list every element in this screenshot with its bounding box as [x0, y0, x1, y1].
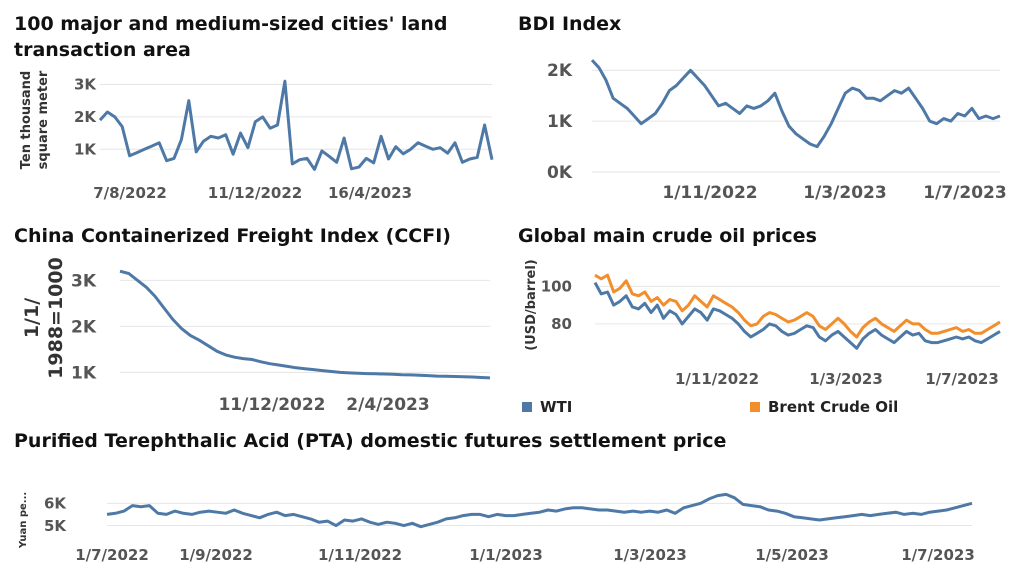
ccfi-y-tick-label: 1K [71, 363, 97, 383]
ccfi-y-axis-label: 1988=1000 [45, 257, 67, 379]
oil-legend-swatch [750, 402, 760, 412]
bdi-x-tick-label: 1/3/2023 [803, 183, 886, 203]
pta-x-tick-label: 1/11/2022 [318, 546, 402, 564]
bdi-x-tick-label: 1/11/2022 [662, 183, 757, 203]
oil-legend-swatch [522, 402, 532, 412]
bdi-title: BDI Index [518, 13, 621, 35]
oil-x-tick-label: 1/7/2023 [925, 370, 999, 388]
land-y-axis-label: square meter [36, 70, 51, 169]
land-y-tick-label: 3K [74, 76, 97, 94]
bdi-series-line-main [590, 59, 1001, 149]
pta-y-tick-label: 6K [44, 495, 67, 513]
oil-legend-label: Brent Crude Oil [768, 398, 898, 416]
oil-x-tick-label: 1/3/2023 [809, 370, 883, 388]
oil-x-tick-label: 1/11/2022 [675, 370, 759, 388]
land-title: transaction area [14, 39, 191, 61]
pta-y-axis-label: Yuan pe... [18, 492, 29, 549]
ccfi-y-axis-label: 1/1/ [21, 298, 43, 338]
bdi-x-tick-label: 1/7/2023 [923, 183, 1006, 203]
pta-x-tick-label: 1/9/2022 [179, 546, 253, 564]
ccfi-y-tick-label: 2K [71, 317, 97, 337]
pta-x-tick-label: 1/3/2023 [613, 546, 687, 564]
pta-title: Purified Terephthalic Acid (PTA) domesti… [14, 430, 726, 452]
pta-x-tick-label: 1/7/2022 [75, 546, 149, 564]
bdi-y-tick-label: 1K [547, 112, 573, 132]
oil-series-line-brent-crude-oil [594, 273, 1001, 339]
land-x-tick-label: 16/4/2023 [328, 184, 412, 202]
land-series-line-main [98, 79, 494, 171]
pta-y-tick-label: 5K [44, 517, 67, 535]
land-y-axis-label: Ten thousand [19, 71, 34, 169]
ccfi-series-line-main [119, 269, 491, 380]
oil-legend-label: WTI [540, 398, 572, 416]
bdi-y-tick-label: 0K [547, 163, 573, 183]
pta-series-line-main [106, 492, 973, 529]
pta-x-tick-label: 1/5/2023 [755, 546, 829, 564]
oil-series-line-wti [593, 281, 1001, 350]
ccfi-title: China Containerized Freight Index (CCFI) [14, 225, 451, 247]
pta-x-tick-label: 1/1/2023 [469, 546, 543, 564]
pta-x-tick-label: 1/7/2023 [901, 546, 975, 564]
bdi-y-tick-label: 2K [547, 61, 573, 81]
ccfi-x-tick-label: 11/12/2022 [218, 395, 325, 415]
oil-y-tick-label: 100 [541, 278, 572, 296]
ccfi-y-tick-label: 3K [71, 271, 97, 291]
land-x-tick-label: 11/12/2022 [208, 184, 302, 202]
land-y-tick-label: 1K [74, 141, 97, 159]
oil-y-tick-label: 80 [551, 315, 572, 333]
oil-title: Global main crude oil prices [518, 225, 817, 247]
land-x-tick-label: 7/8/2022 [93, 184, 167, 202]
land-title: 100 major and medium-sized cities' land [14, 13, 447, 35]
oil-y-axis-label: (USD/barrel) [524, 259, 539, 351]
land-y-tick-label: 2K [74, 108, 97, 126]
ccfi-x-tick-label: 2/4/2023 [346, 395, 429, 415]
